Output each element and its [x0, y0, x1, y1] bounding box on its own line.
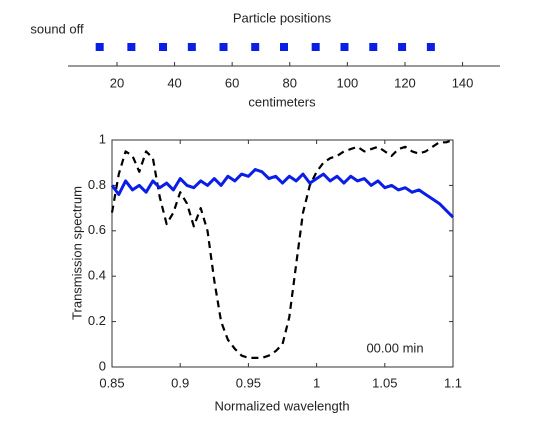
- particle: [251, 43, 260, 51]
- x-tick-label: 0.95: [236, 375, 261, 390]
- x-tick-label: 100: [337, 75, 359, 90]
- particle: [219, 43, 228, 51]
- y-tick-label: 0.8: [88, 177, 106, 192]
- particle: [398, 43, 407, 51]
- particle: [280, 43, 288, 51]
- x-tick-label: 0.9: [171, 375, 189, 390]
- plot-frame: [111, 139, 454, 368]
- series-line: [110, 138, 454, 359]
- x-tick-label: 60: [225, 75, 239, 90]
- x-tick-label: 20: [110, 75, 124, 90]
- particle: [369, 43, 378, 51]
- y-tick-label: 0: [99, 358, 106, 373]
- x-tick-label: 1.1: [444, 375, 462, 390]
- particle: [159, 43, 168, 51]
- x-tick-label: 120: [394, 75, 416, 90]
- particle: [127, 43, 136, 51]
- annotation: sound off: [30, 21, 84, 36]
- x-tick-label: 0.85: [99, 375, 124, 390]
- particle: [426, 43, 435, 51]
- x-tick-label: 140: [452, 75, 474, 90]
- x-tick-label: 80: [283, 75, 297, 90]
- x-tick-label: 1.05: [372, 375, 397, 390]
- particle: [340, 43, 349, 51]
- series-line: [110, 168, 455, 219]
- particle: [95, 43, 104, 51]
- x-tick-label: 40: [167, 75, 181, 90]
- chart-title: Particle positions: [233, 10, 332, 25]
- particle: [187, 43, 196, 51]
- x-axis-label: centimeters: [248, 94, 316, 109]
- y-tick-label: 0.4: [88, 268, 106, 283]
- y-tick-label: 1: [99, 131, 106, 146]
- x-axis-label: Normalized wavelength: [214, 398, 349, 413]
- x-tick-label: 1: [313, 375, 320, 390]
- y-tick-label: 0.2: [88, 313, 106, 328]
- annotation: 00.00 min: [366, 340, 423, 355]
- y-axis-label: Transmission spectrum: [69, 186, 84, 320]
- y-tick-label: 0.6: [88, 222, 106, 237]
- particle: [311, 43, 320, 51]
